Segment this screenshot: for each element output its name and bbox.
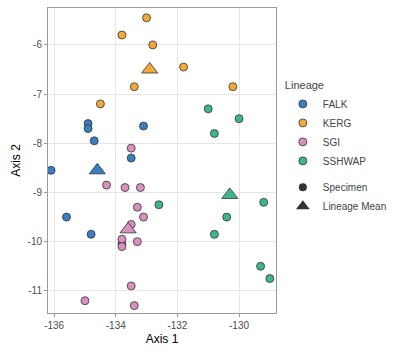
svg-text:Axis 2: Axis 2 [9, 144, 23, 177]
svg-text:-136: -136 [44, 320, 64, 331]
svg-text:-8: -8 [33, 138, 42, 149]
svg-text:-10: -10 [28, 236, 43, 247]
svg-text:KERG: KERG [323, 118, 352, 129]
svg-text:Specimen: Specimen [323, 182, 367, 193]
svg-text:-11: -11 [28, 285, 42, 296]
svg-text:FALK: FALK [323, 99, 348, 110]
svg-text:-132: -132 [167, 320, 187, 331]
svg-text:SGI: SGI [323, 137, 340, 148]
svg-text:SSHWAP: SSHWAP [323, 156, 366, 167]
svg-text:-130: -130 [229, 320, 249, 331]
svg-text:Lineage: Lineage [285, 79, 324, 91]
svg-text:-134: -134 [106, 320, 126, 331]
svg-text:-7: -7 [33, 89, 42, 100]
svg-text:Lineage Mean: Lineage Mean [323, 201, 386, 212]
svg-text:Axis 1: Axis 1 [146, 332, 179, 346]
svg-text:-9: -9 [33, 187, 42, 198]
svg-text:-6: -6 [33, 39, 42, 50]
